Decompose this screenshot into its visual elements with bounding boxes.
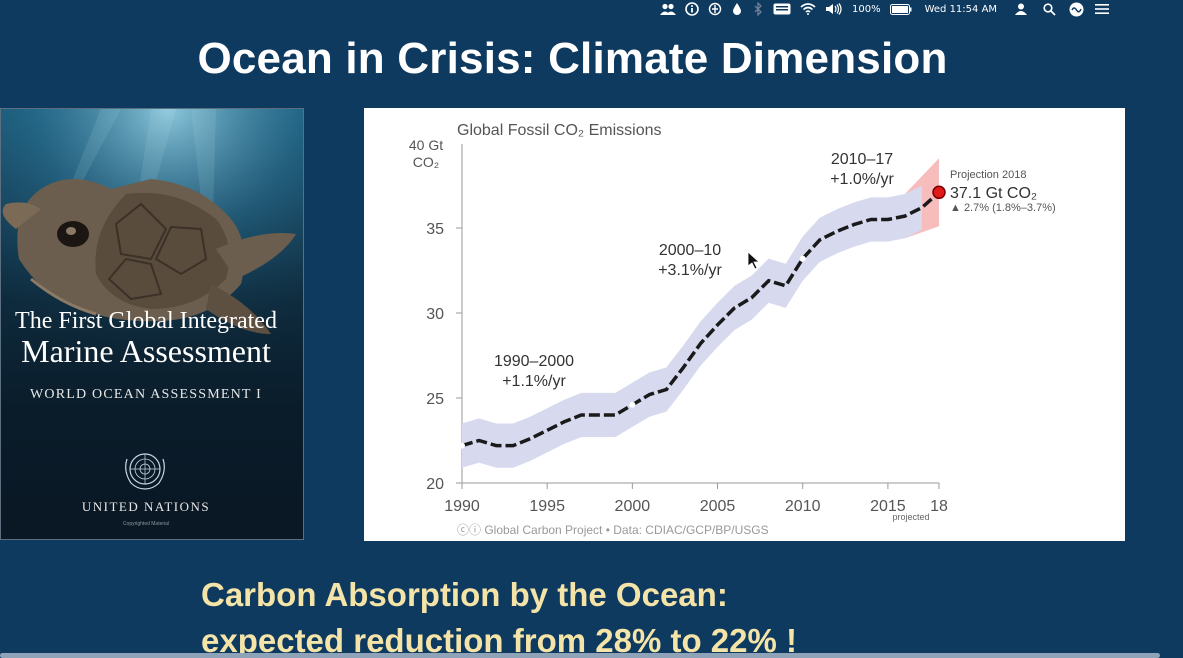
chart-footer-source: ⓒⓘ Global Carbon Project • Data: CDIAC/G… [457, 523, 769, 537]
chart-title: Global Fossil CO₂ Emissions [457, 122, 661, 139]
annotation-2000-10-rate: +3.1%/yr [658, 262, 722, 279]
battery-icon[interactable] [889, 1, 912, 17]
emissions-chart: Global Fossil CO₂ Emissions 40 Gt CO₂ 20… [364, 108, 1125, 541]
slide-bottom-line1: Carbon Absorption by the Ocean: [201, 576, 728, 613]
volume-icon[interactable] [825, 1, 843, 17]
x-tick-label: 1995 [529, 498, 565, 515]
projection-change: ▲ 2.7% (1.8%–3.7%) [950, 202, 1056, 214]
book-title-line1: The First Global Integrated [15, 308, 277, 334]
x-tick-label: 2005 [700, 498, 736, 515]
wifi-icon[interactable] [800, 1, 816, 17]
battery-percent[interactable]: 100% [852, 3, 881, 15]
y-tick-label: 20 [426, 476, 444, 493]
annotation-1990-2000-period: 1990–2000 [494, 353, 574, 370]
user-group-icon[interactable] [660, 1, 676, 17]
x-tick-label: 1990 [444, 498, 480, 515]
slide-bottom-line2: expected reduction from 28% to 22% ! [201, 622, 797, 658]
keyboard-input-icon[interactable] [773, 1, 791, 17]
book-title-line2: Marine Assessment [21, 333, 271, 369]
book-publisher: UNITED NATIONS [81, 499, 211, 514]
annotation-2010-17-period: 2010–17 [831, 151, 893, 168]
y-tick-label: 25 [426, 391, 444, 408]
annotation-2000-10-period: 2000–10 [659, 242, 721, 259]
un-emblem-icon [125, 453, 165, 490]
slide-title: Ocean in Crisis: Climate Dimension [197, 34, 948, 83]
annotation-1990-2000-rate: +1.1%/yr [502, 373, 566, 390]
y-tick-label: 30 [426, 306, 444, 323]
book-subtitle: WORLD OCEAN ASSESSMENT I [30, 387, 262, 402]
annotation-2010-17-rate: +1.0%/yr [830, 171, 894, 188]
mouse-cursor-icon [747, 251, 761, 270]
menu-bar: 100% Wed 11:54 AM [660, 0, 1183, 18]
decade-marker [799, 255, 806, 262]
book-copyright: Copyrighted Material [122, 521, 170, 527]
siri-icon[interactable] [1069, 1, 1084, 17]
projection-value: 37.1 Gt CO₂ [950, 185, 1037, 202]
bluetooth-icon[interactable] [752, 1, 764, 17]
projection-label: Projection 2018 [950, 169, 1026, 181]
window-bottom-scrollbar[interactable] [0, 653, 1160, 658]
projection-point [932, 185, 946, 200]
y-axis-label-line1: 40 Gt [409, 137, 443, 153]
sea-turtle-illustration [1, 109, 303, 399]
decade-marker [459, 442, 465, 449]
x-tick-label: 2010 [785, 498, 821, 515]
x-tick-label: 18 [930, 498, 948, 515]
uncertainty-band [462, 185, 922, 468]
x-tick-label: 2015 [870, 498, 906, 515]
search-icon[interactable] [1043, 1, 1056, 17]
y-tick-label: 35 [426, 221, 444, 238]
info-icon[interactable] [685, 1, 699, 17]
decade-marker [629, 401, 636, 408]
anchor-icon[interactable] [708, 1, 722, 17]
user-icon[interactable] [1014, 1, 1028, 17]
emissions-chart-svg: Global Fossil CO₂ Emissions 40 Gt CO₂ 20… [409, 122, 1056, 537]
menubar-clock[interactable]: Wed 11:54 AM [924, 3, 998, 15]
control-center-icon[interactable] [1095, 1, 1110, 17]
x-tick-label: 2000 [615, 498, 651, 515]
book-cover: The First Global Integrated Marine Asses… [0, 108, 304, 540]
y-axis-label-line2: CO₂ [413, 154, 439, 170]
drop-icon[interactable] [731, 1, 743, 17]
emissions-line [461, 190, 941, 448]
x-axis-projected-label: projected [892, 512, 929, 522]
